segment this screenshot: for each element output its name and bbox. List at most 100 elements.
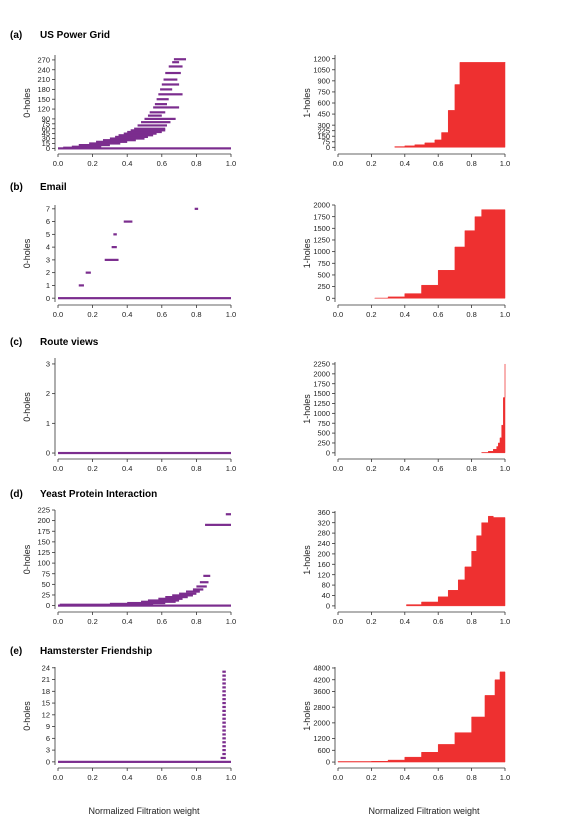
panel-a-left-barcode-interval: [160, 88, 173, 91]
panel-c-right-y-tick-label: 0: [326, 448, 330, 457]
panel-d-right-area-series: [406, 515, 506, 607]
panel-d-left-barcode-interval: [158, 597, 183, 600]
panel-b-right-area-series: [374, 209, 506, 299]
panel-a-right-y-tick-label: 750: [317, 88, 330, 97]
panel-a-left-y-tick-label: 270: [37, 56, 50, 65]
panel-b-title: Email: [40, 182, 67, 193]
panel-c-right-x-tick-label: 0.4: [400, 464, 410, 473]
panel-b-right-y-tick-label: 1250: [313, 236, 330, 245]
panel-a-left-barcode-interval: [102, 139, 136, 142]
panel-a-right-x-tick-label: 0.2: [366, 159, 376, 168]
panel-a-left-barcode-interval: [127, 130, 162, 134]
panel-b-right-x-tick-label: 0.2: [366, 310, 376, 319]
panel-a-left-barcode-interval: [137, 124, 167, 127]
panel-a-right-y-tick-label: 1050: [313, 65, 330, 74]
panel-c-right-x-tick-label: 0.8: [466, 464, 476, 473]
panel-b-right-y-tick-label: 500: [317, 271, 330, 280]
panel-b-right-x-tick-label: 0.4: [400, 310, 410, 319]
panel-b-right-x-tick-label: 0.6: [433, 310, 443, 319]
panel-e-right-x-tick-label: 0.6: [433, 773, 443, 782]
panel-a-left-x-tick-label: 0.4: [122, 159, 132, 168]
panel-a-right-y-tick-label: 150: [317, 132, 330, 141]
panel-b-right-y-tick-label: 2000: [313, 201, 330, 210]
panel-e-left-y-tick-label: 12: [42, 710, 50, 719]
charts-layer: 0.0 0.2 0.4 0.6 0.8 1.00153045607590120150180…: [22, 54, 510, 782]
panel-b-left-barcode-interval: [123, 220, 133, 223]
panel-d-left-y-tick-label: 100: [37, 559, 50, 568]
panel-e-left-barcode-interval: [222, 745, 226, 748]
panel-a-right-x-tick-label: 0.6: [433, 159, 443, 168]
panel-e-left-barcode-interval: [222, 690, 226, 693]
panel-a-left-x-tick-label: 0.6: [157, 159, 167, 168]
panel-d-right-x-tick-label: 0.6: [433, 617, 443, 626]
panel-a-left-y-tick-label: 45: [42, 129, 50, 138]
panel-e-left-barcode-interval: [222, 682, 226, 685]
panel-a-left-barcode-interval: [156, 98, 169, 101]
panel-a-right-x-tick-label: 0.0: [333, 159, 343, 168]
panel-c-left-x-tick-label: 0.2: [87, 464, 97, 473]
panel-a-left-barcode-interval: [58, 147, 231, 150]
panel-b-left-y-tick-label: 2: [46, 268, 50, 277]
panel-c-right-y-tick-label: 1250: [313, 399, 330, 408]
panel-d-left-x-tick-label: 0.6: [157, 617, 167, 626]
panel-e-left-barcode-interval: [222, 713, 226, 716]
panel-d-left-y-tick-label: 125: [37, 548, 50, 557]
panel-e-right-x-tick-label: 0.2: [366, 773, 376, 782]
panel-d-left-y-tick-label: 50: [42, 580, 50, 589]
panel-a-right-x-tick-label: 1.0: [500, 159, 510, 168]
panel-e-left-barcode-interval: [222, 741, 226, 744]
panel-a-left-barcode-interval: [153, 106, 180, 109]
panel-c-right-y-tick-label: 1750: [313, 379, 330, 388]
panel-e-left-barcode-interval: [222, 698, 226, 701]
panel-a-left-x-tick-label: 1.0: [226, 159, 236, 168]
panel-a-left-barcode-interval: [109, 137, 145, 140]
panel-e-left-y-tick-label: 15: [42, 699, 50, 708]
panel-a-left-barcode-interval: [134, 127, 166, 130]
panel-c-left-y-tick-label: 0: [46, 449, 50, 458]
panel-e-right-x-tick-label: 1.0: [500, 773, 510, 782]
panel-e-left-x-tick-label: 0.2: [87, 773, 97, 782]
panel-d-left-x-tick-label: 0.8: [191, 617, 201, 626]
panel-e-right-y-tick-label: 2800: [313, 703, 330, 712]
panel-a-left-barcode-interval: [158, 93, 183, 96]
panel-d-left-barcode-interval: [196, 585, 207, 588]
panel-e-right-y-tick-label: 4200: [313, 675, 330, 684]
panel-d-title: Yeast Protein Interaction: [40, 489, 157, 500]
panel-b-left-barcode-interval: [85, 271, 91, 274]
panel-a-right-y-tick-label: 300: [317, 121, 330, 130]
panel-a-left-y-tick-label: 30: [42, 134, 50, 143]
panel-a-left-y-tick-label: 90: [42, 114, 50, 123]
panel-d-left-y-tick-label: 75: [42, 569, 50, 578]
panel-a-left-barcode-interval: [154, 103, 167, 106]
panel-d-left-barcode-interval: [147, 599, 180, 602]
panel-e-left-barcode-interval: [222, 725, 226, 728]
panel-e-left-x-tick-label: 0.4: [122, 773, 132, 782]
panel-c-label: (c): [10, 337, 22, 348]
panel-b-left-barcode-interval: [104, 258, 119, 261]
panel-a-right-y-tick-label: 450: [317, 110, 330, 119]
panel-a-left-barcode-interval: [144, 117, 176, 120]
panel-e-left-barcode-interval: [222, 674, 226, 677]
panel-d-right-y-tick-label: 240: [317, 539, 330, 548]
panel-b-left-barcode-interval: [111, 246, 117, 249]
panel-e-left-y-tick-label: 9: [46, 722, 50, 731]
panel-e-right-y-tick-label: 2000: [313, 718, 330, 727]
panel-c-left-y-tick-label: 2: [46, 389, 50, 398]
panel-b-left-y-tick-label: 3: [46, 255, 50, 264]
panel-a-right-x-tick-label: 0.8: [466, 159, 476, 168]
panel-a-left-barcode-interval: [96, 140, 128, 143]
panel-a-left-y-tick-label: 150: [37, 95, 50, 104]
panel-d-left-y-tick-label: 0: [46, 601, 50, 610]
panel-a-left-barcode-interval: [173, 58, 187, 61]
panel-c-left-x-tick-label: 0.6: [157, 464, 167, 473]
panel-c-left-x-tick-label: 0.4: [122, 464, 132, 473]
panel-c-left-y-axis-label: 0-holes: [22, 392, 32, 422]
panel-e-right-y-tick-label: 1200: [313, 734, 330, 743]
panel-c-left-y-tick-label: 3: [46, 360, 50, 369]
panel-a-left-barcode-interval: [141, 121, 171, 124]
panel-d-right-y-tick-label: 280: [317, 529, 330, 538]
panel-a-left-y-axis-label: 0-holes: [22, 88, 32, 118]
panel-b-right-y-tick-label: 1500: [313, 224, 330, 233]
panel-d-left-barcode-interval: [186, 590, 200, 593]
panel-e-left-barcode-interval: [222, 709, 226, 713]
